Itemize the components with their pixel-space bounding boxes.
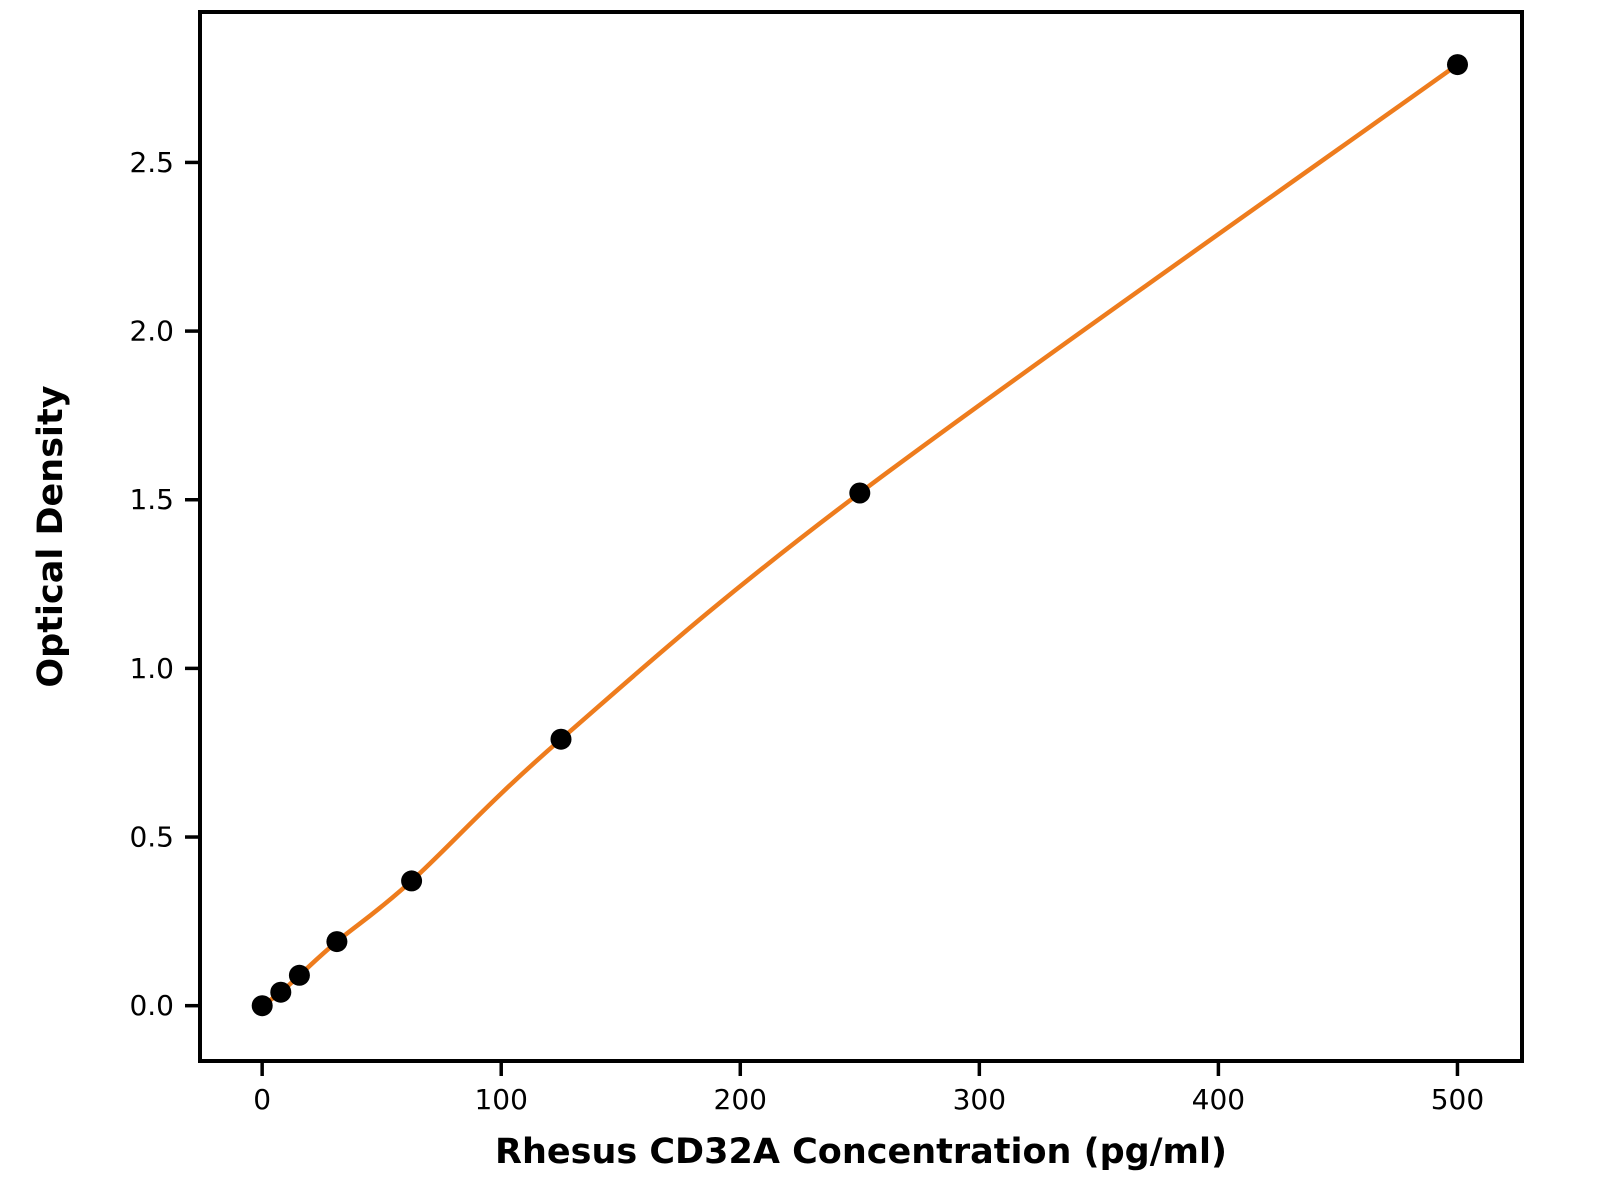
y-axis-label: Optical Density <box>31 385 71 687</box>
data-point-marker <box>270 981 292 1003</box>
data-point-marker <box>251 995 273 1017</box>
y-tick-label: 2.5 <box>129 146 174 179</box>
x-tick-label: 400 <box>1192 1083 1245 1116</box>
data-point-marker <box>288 964 310 986</box>
x-tick-label: 0 <box>253 1083 271 1116</box>
y-tick-label: 1.0 <box>129 652 174 685</box>
x-tick-label: 200 <box>714 1083 767 1116</box>
y-tick-label: 0.5 <box>129 821 174 854</box>
x-tick-label: 300 <box>953 1083 1006 1116</box>
x-tick-label: 500 <box>1431 1083 1484 1116</box>
data-point-marker <box>401 870 423 892</box>
data-point-marker <box>1447 54 1468 76</box>
data-point-marker <box>326 931 348 953</box>
data-point-marker <box>550 728 572 750</box>
y-tick-label: 1.5 <box>129 483 174 516</box>
x-axis-label: Rhesus CD32A Concentration (pg/ml) <box>495 1132 1227 1172</box>
x-tick-label: 100 <box>474 1083 527 1116</box>
data-series <box>251 54 1468 1017</box>
fit-curve-line <box>259 62 1460 1008</box>
plot-frame <box>198 10 1524 1063</box>
y-tick-label: 2.0 <box>129 315 174 348</box>
y-tick-label: 0.0 <box>129 989 174 1022</box>
data-point-marker <box>849 482 871 504</box>
axis-ticks: 0 100 200 300 400 500 0.0 0.5 1.0 1.5 2.0 2.5 <box>129 146 1484 1116</box>
